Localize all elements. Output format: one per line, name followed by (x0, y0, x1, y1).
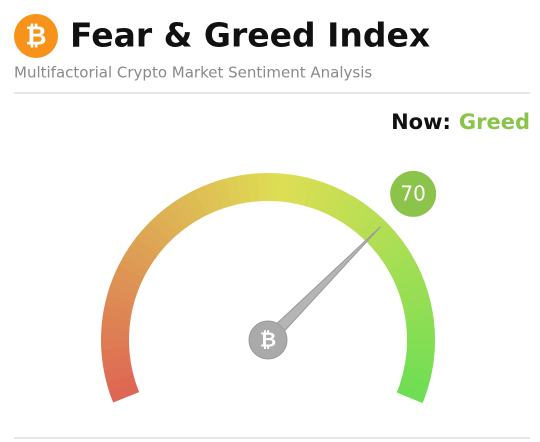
value-label: 70 (400, 181, 425, 205)
gauge-segment (106, 374, 137, 393)
gauge-segment (235, 174, 251, 204)
gauge-segment (344, 200, 370, 230)
gauge-segment (352, 207, 379, 236)
gauge-segment (404, 356, 434, 372)
value-bubble (390, 170, 437, 217)
gauge-segment (158, 206, 185, 236)
gauge-segment (106, 284, 137, 304)
gauge-segment (303, 178, 322, 209)
gauge-segment (337, 195, 361, 225)
gauge-segment (101, 347, 131, 361)
subtitle: Multifactorial Crypto Market Sentiment A… (14, 64, 372, 82)
gauge-segment (405, 347, 435, 362)
needle-hub (248, 320, 288, 360)
gauge-segment (396, 275, 427, 296)
gauge-segment (402, 365, 433, 383)
gauge-segment (404, 306, 434, 322)
gauge: ₿ 70 (101, 170, 437, 404)
title: Fear & Greed Index (70, 16, 430, 55)
hub-logo: ₿ (260, 328, 276, 352)
gauge-segment (294, 176, 312, 206)
gauge-segment (246, 173, 260, 203)
gauge-segment (123, 246, 154, 271)
status: Greed (459, 110, 530, 134)
gauge-segment (150, 213, 178, 242)
gauge-segment (104, 295, 135, 313)
gauge-segment (396, 383, 427, 404)
gauge-segment (365, 221, 394, 249)
gauge-segment (214, 178, 233, 209)
gauge-segment (114, 264, 144, 287)
gauge-segment (204, 181, 225, 212)
now-label: Now: (391, 110, 451, 134)
gauge-segment (101, 316, 131, 331)
gauge-segment (387, 255, 418, 279)
gauge-segment (194, 185, 216, 216)
gauge-segment (102, 305, 132, 322)
gauge-segment (224, 176, 242, 206)
gauge-segment (377, 237, 407, 263)
logo-circle (14, 14, 58, 58)
logo: ₿ (25, 22, 46, 52)
gauge-segment (359, 214, 387, 242)
gauge-segment (329, 190, 352, 220)
gauge-segment (399, 374, 430, 393)
gauge-segment (320, 185, 343, 216)
gauge-segment (110, 274, 141, 295)
gauge-segment (142, 221, 171, 249)
gauge-segment (135, 229, 165, 256)
gauge-segment (372, 229, 401, 256)
gauge-segment (405, 317, 435, 331)
gauge-segment (402, 295, 432, 313)
gauge-segment (103, 365, 134, 382)
gauge-segment (392, 265, 423, 287)
gauge-segment (184, 189, 208, 220)
gauge-segment (312, 181, 333, 212)
gauge-segment (109, 383, 140, 403)
gauge-segment (175, 194, 200, 225)
gauge-segment (285, 174, 301, 204)
gauge-segment (118, 255, 149, 279)
gauge-segment (129, 237, 159, 263)
gauge-segment (383, 246, 413, 271)
gauge-segment (102, 356, 132, 372)
gauge-segment (399, 285, 430, 304)
gauge-segment (166, 200, 192, 230)
gauge-segment (276, 173, 291, 203)
